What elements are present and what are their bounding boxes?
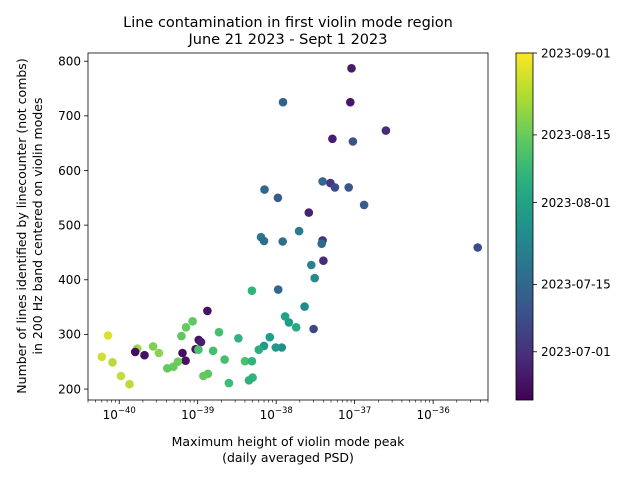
data-point	[148, 342, 158, 351]
data-point	[346, 97, 355, 107]
data-point	[220, 355, 229, 364]
data-point	[125, 379, 134, 389]
chart-title: Line contamination in first violin mode …	[123, 15, 453, 31]
data-point	[140, 350, 149, 360]
data-point	[177, 331, 186, 341]
data-point	[199, 371, 208, 381]
data-point	[294, 226, 304, 236]
data-point	[108, 358, 117, 367]
y-tick-label: 200	[58, 382, 81, 396]
colorbar-tick-label: 2023-08-01	[541, 196, 611, 210]
data-point	[130, 347, 140, 357]
data-point	[203, 306, 212, 316]
data-point	[473, 243, 483, 252]
colorbar: 2023-07-01 2023-07-15 2023-08-01 2023-08-15…	[515, 46, 611, 401]
colorbar-frame	[515, 52, 534, 401]
data-point	[188, 317, 197, 326]
data-point	[317, 239, 327, 248]
data-point	[240, 356, 250, 366]
data-point	[347, 64, 356, 73]
data-point	[260, 185, 269, 194]
data-point	[319, 256, 328, 266]
data-point	[208, 346, 218, 356]
data-point	[359, 200, 369, 210]
data-point	[97, 352, 107, 362]
data-point	[163, 364, 172, 373]
y-tick-label: 700	[58, 109, 81, 123]
data-point	[224, 378, 234, 388]
colorbar-tick-label: 2023-07-15	[541, 278, 611, 292]
x-tick-label: 10−37	[338, 406, 371, 422]
y-tick-label: 500	[58, 218, 81, 232]
data-point	[284, 318, 294, 327]
chart-subtitle: June 21 2023 - Sept 1 2023	[188, 32, 388, 48]
data-point	[344, 183, 354, 192]
data-point	[300, 302, 309, 311]
data-point	[381, 126, 391, 135]
data-point	[259, 236, 269, 246]
x-tick-label: 10−38	[260, 406, 293, 422]
data-point	[304, 208, 314, 217]
y-axis-label: Number of lines identified by linecounte…	[14, 58, 29, 393]
data-point	[265, 332, 275, 342]
colorbar-tick-label: 2023-09-01	[541, 46, 611, 60]
data-point	[103, 331, 113, 340]
data-point	[348, 137, 358, 146]
colorbar-ticks: 2023-07-01 2023-07-15 2023-08-01 2023-08-15…	[533, 46, 611, 359]
colorbar-tick-label: 2023-08-15	[541, 128, 611, 142]
data-point	[194, 345, 203, 355]
data-point	[277, 343, 287, 352]
data-point	[178, 348, 187, 358]
x-tick-label: 10−40	[103, 406, 136, 422]
colorbar-tick-label: 2023-07-01	[541, 345, 611, 359]
data-point	[273, 285, 283, 294]
data-point	[318, 177, 327, 186]
data-point	[181, 323, 191, 332]
y-tick-label: 400	[58, 273, 81, 287]
x-axis-label-sub: (daily averaged PSD)	[222, 450, 354, 465]
y-axis-label-sub: in 200 Hz band centered on violin modes	[30, 98, 45, 355]
data-point	[196, 337, 206, 347]
x-tick-label: 10−36	[417, 406, 450, 422]
data-point	[234, 334, 243, 343]
data-point	[181, 356, 190, 366]
data-point	[278, 237, 288, 246]
colorbar-gradient	[516, 53, 533, 400]
data-points	[97, 64, 483, 389]
data-point	[214, 327, 224, 337]
data-point	[244, 376, 254, 385]
data-point	[291, 323, 301, 332]
data-point	[310, 273, 320, 283]
y-tick-label: 600	[58, 164, 81, 178]
x-axis-label: Maximum height of violin mode peak	[172, 434, 405, 449]
plot-frame	[87, 52, 489, 401]
data-point	[116, 371, 126, 381]
data-point	[254, 345, 264, 355]
y-tick-label: 800	[58, 54, 81, 68]
data-point	[271, 343, 281, 352]
data-point	[247, 356, 257, 366]
x-tick-label: 10−39	[181, 406, 214, 422]
data-point	[278, 97, 288, 107]
data-point	[154, 348, 164, 358]
y-tick-label: 300	[58, 328, 81, 342]
y-axis-ticks: 200 300 400 500 600 700 800	[58, 54, 88, 396]
data-point	[273, 193, 283, 203]
x-axis-ticks: 10−40 10−39 10−38 10−37 10−36	[87, 400, 489, 422]
data-point	[309, 324, 318, 334]
data-point	[330, 183, 340, 192]
data-point	[328, 134, 337, 144]
data-point	[307, 260, 316, 270]
data-point	[247, 286, 257, 296]
